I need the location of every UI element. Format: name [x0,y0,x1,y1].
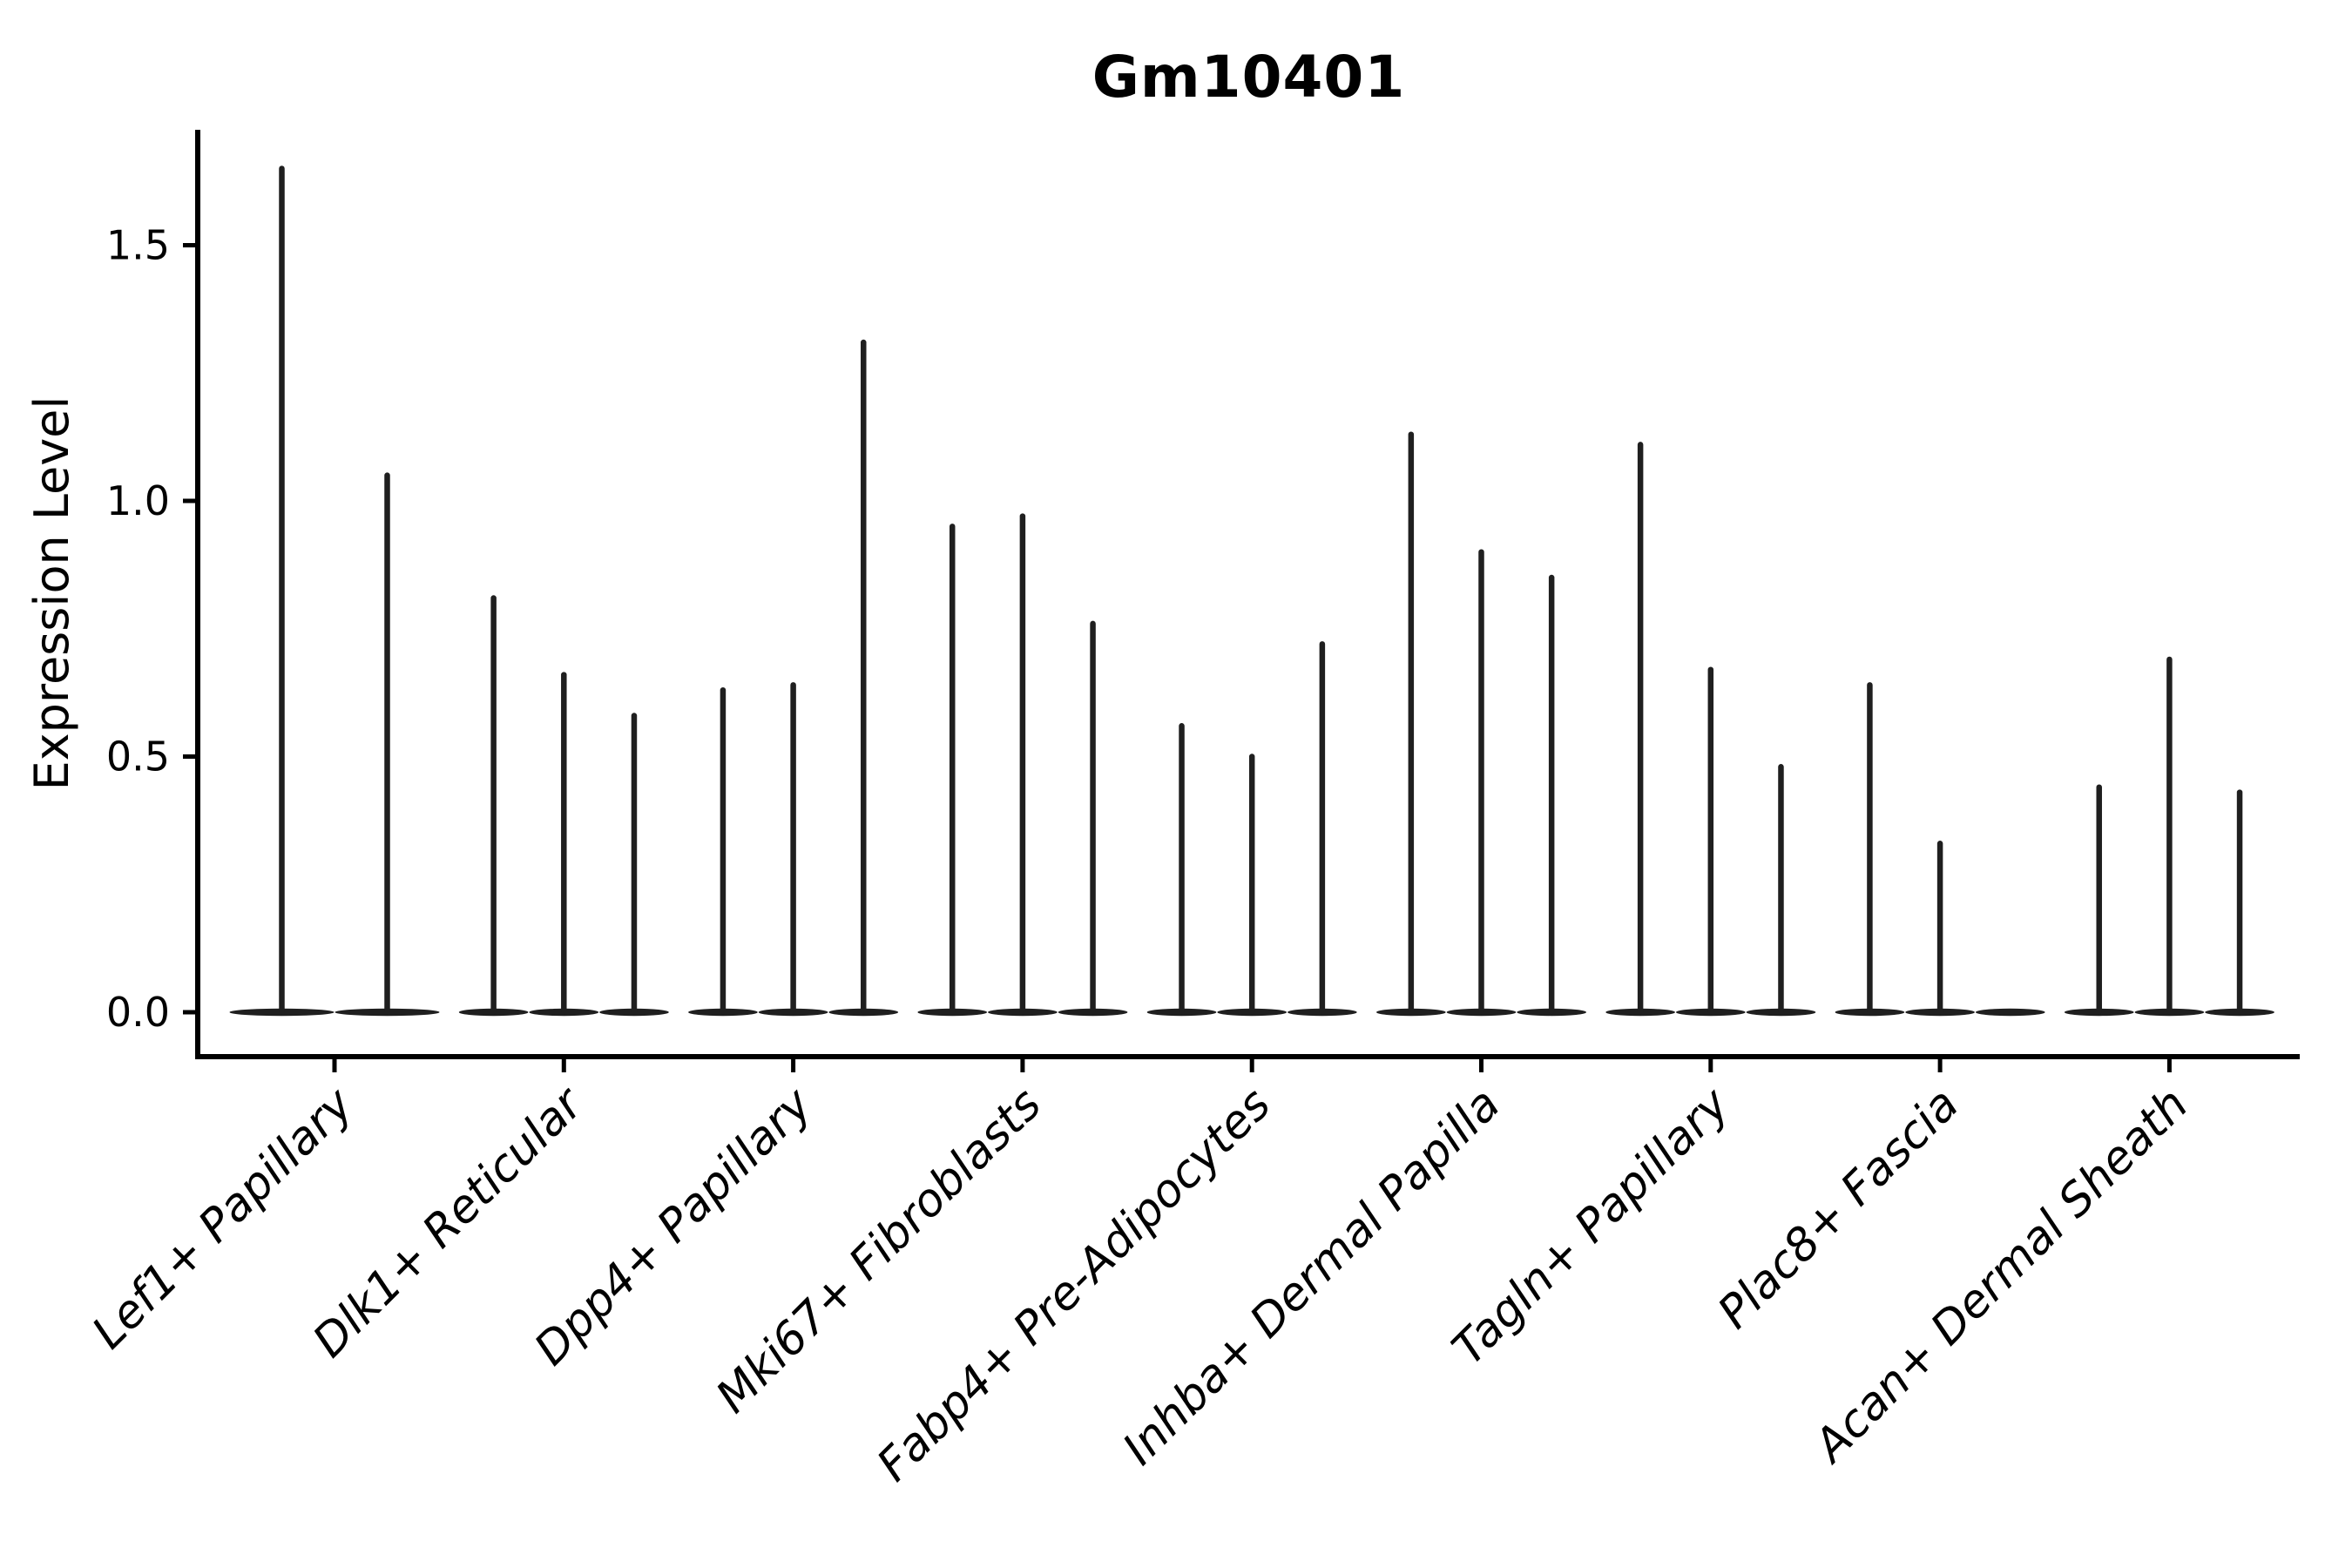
x-tick-label: Inhba+ Dermal Papilla [1113,1078,1511,1476]
x-tick-label: Plac8+ Fascia [1708,1078,1969,1339]
violin-base [1975,1008,2045,1017]
y-tick-label: 1.5 [106,222,170,269]
chart-title: Gm10401 [1092,44,1406,111]
y-tick-label: 1.0 [106,477,170,524]
y-tick-label: 0.0 [106,989,170,1036]
x-tick-label: Acan+ Dermal Sheath [1803,1078,2199,1474]
x-tick-label: Fabp4+ Pre-Adipocytes [868,1078,1281,1492]
y-tick-label: 0.5 [106,733,170,781]
